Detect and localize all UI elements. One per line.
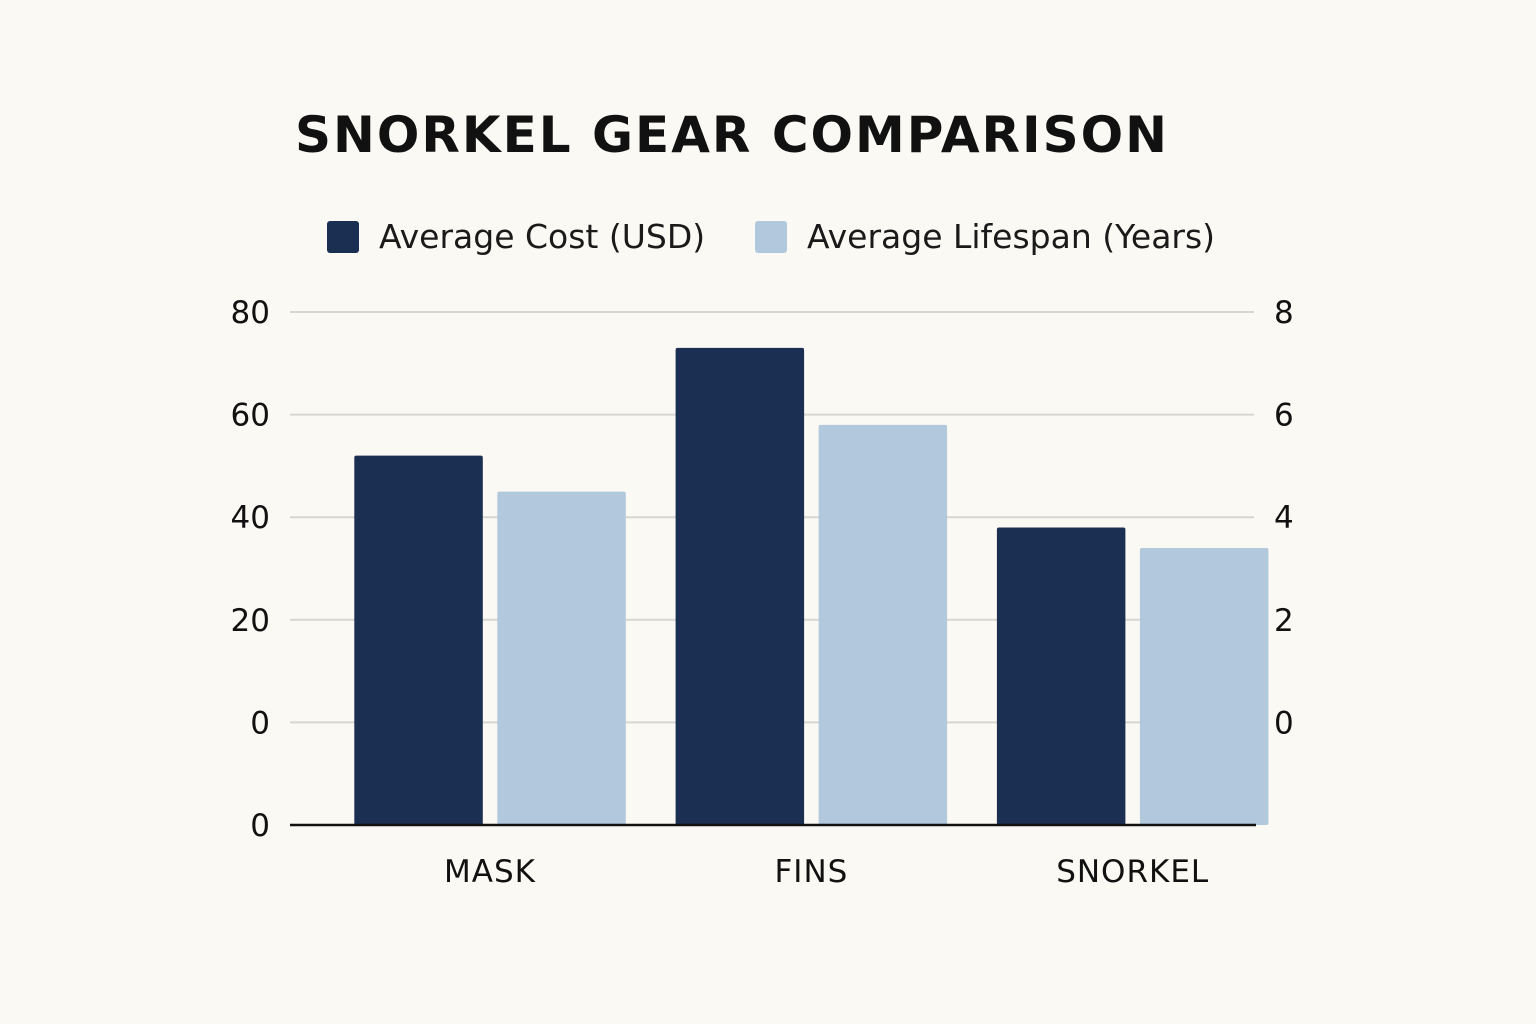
left-axis-tick-label: 80: [231, 295, 270, 331]
left-axis: 80 60 40 20 0 0: [231, 295, 270, 844]
right-axis-tick-label: 0: [1274, 705, 1294, 741]
left-axis-tick-label: 0: [250, 808, 270, 844]
bar-fins-cost: [675, 347, 805, 825]
right-axis: 8 6 4 2 0: [1274, 295, 1294, 741]
right-axis-tick-label: 8: [1274, 295, 1294, 331]
bars: [354, 347, 1269, 825]
left-axis-tick-label: 20: [231, 603, 270, 639]
right-axis-tick-label: 6: [1274, 398, 1294, 434]
bar-snorkel-cost: [996, 527, 1126, 825]
bar-mask-cost: [354, 455, 483, 825]
left-axis-tick-label: 40: [231, 500, 270, 536]
bar-mask-lifespan: [497, 491, 626, 825]
category-label: FINS: [774, 854, 848, 890]
x-axis: MASK FINS SNORKEL: [444, 854, 1209, 890]
right-axis-tick-label: 2: [1274, 603, 1294, 639]
bar-fins-lifespan: [818, 424, 948, 825]
left-axis-tick-label: 0: [250, 705, 270, 741]
category-label: SNORKEL: [1056, 854, 1209, 890]
bar-snorkel-lifespan: [1139, 548, 1269, 825]
legend-swatch-lifespan: [755, 221, 787, 253]
legend-label-cost: Average Cost (USD): [379, 217, 705, 256]
category-label: MASK: [444, 854, 536, 890]
legend-swatch-cost: [327, 221, 359, 253]
legend-label-lifespan: Average Lifespan (Years): [807, 217, 1215, 256]
left-axis-tick-label: 60: [231, 398, 270, 434]
chart-title: SNORKEL GEAR COMPARISON: [295, 106, 1169, 164]
legend: Average Cost (USD) Average Lifespan (Yea…: [327, 217, 1215, 256]
right-axis-tick-label: 4: [1274, 500, 1294, 536]
